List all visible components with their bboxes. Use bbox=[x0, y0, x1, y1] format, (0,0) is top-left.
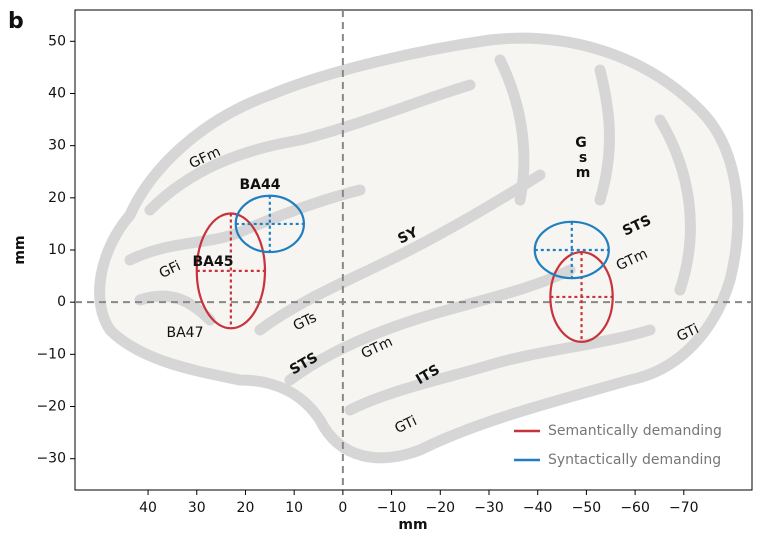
y-tick-label: 0 bbox=[57, 294, 66, 310]
y-tick-label: 30 bbox=[48, 138, 66, 154]
region-label: s bbox=[579, 150, 587, 166]
region-label: BA44 bbox=[240, 177, 281, 193]
y-tick-label: −30 bbox=[36, 451, 66, 467]
y-tick-label: 20 bbox=[48, 190, 66, 206]
x-tick-label: −20 bbox=[426, 500, 456, 516]
region-label: m bbox=[576, 165, 591, 181]
y-axis-label: mm bbox=[12, 235, 28, 264]
chart: b mm mm 40 30 20 10 0 −10 −20 −30 −40 −50 −60 −70 −3… bbox=[0, 0, 762, 545]
panel-label: b bbox=[8, 9, 24, 34]
x-tick-label: −30 bbox=[474, 500, 504, 516]
x-tick-label: 10 bbox=[285, 500, 303, 516]
x-tick-label: −60 bbox=[620, 500, 650, 516]
x-tick-label: 0 bbox=[338, 500, 347, 516]
x-tick-label: −50 bbox=[572, 500, 602, 516]
x-tick-label: 40 bbox=[139, 500, 157, 516]
region-label: G bbox=[575, 135, 587, 151]
x-tick-label: −70 bbox=[669, 500, 699, 516]
legend-label: Syntactically demanding bbox=[548, 452, 721, 468]
x-tick-label: 20 bbox=[237, 500, 255, 516]
y-tick-label: 50 bbox=[48, 33, 66, 49]
y-tick-label: −10 bbox=[36, 346, 66, 362]
x-tick-label: 30 bbox=[188, 500, 206, 516]
x-tick-label: −40 bbox=[523, 500, 553, 516]
x-tick-label: −10 bbox=[377, 500, 407, 516]
y-tick-label: 40 bbox=[48, 85, 66, 101]
region-label: BA47 bbox=[167, 325, 204, 341]
y-tick-label: −20 bbox=[36, 399, 66, 415]
y-tick-label: 10 bbox=[48, 242, 66, 258]
x-axis-label: mm bbox=[398, 517, 427, 533]
legend-label: Semantically demanding bbox=[548, 423, 722, 439]
region-label: BA45 bbox=[193, 254, 234, 270]
